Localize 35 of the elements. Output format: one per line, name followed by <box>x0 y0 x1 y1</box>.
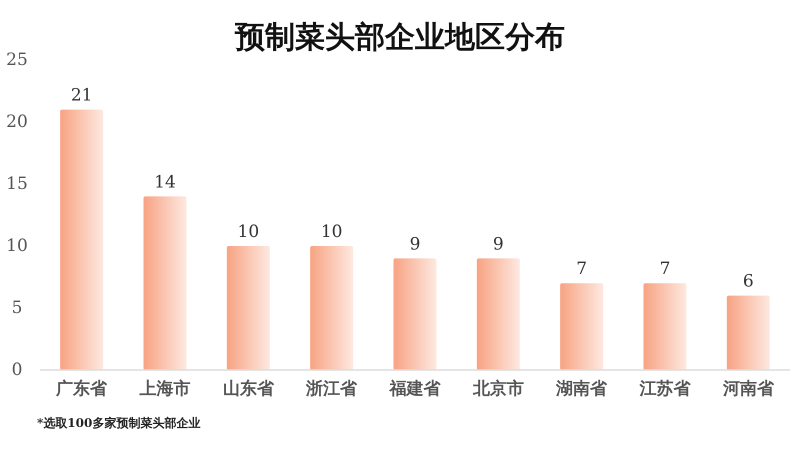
x-tick-label: 湖南省 <box>555 379 608 399</box>
bar <box>476 258 520 370</box>
bar <box>644 283 686 370</box>
x-tick-label: 江苏省 <box>638 379 692 399</box>
y-tick-label: 5 <box>12 298 22 318</box>
data-label: 7 <box>576 259 588 280</box>
data-label: 10 <box>320 222 342 242</box>
y-tick-label: 25 <box>6 50 28 70</box>
y-tick-label: 0 <box>12 360 22 380</box>
bar <box>310 246 354 370</box>
bar <box>226 246 270 370</box>
bar <box>726 296 770 370</box>
data-label: 6 <box>742 272 754 292</box>
bar <box>560 283 604 370</box>
x-tick-label: 上海市 <box>138 379 190 399</box>
x-tick-label: 山东省 <box>222 379 275 399</box>
bar <box>60 110 104 370</box>
x-tick-label: 福建省 <box>388 379 442 399</box>
data-label: 14 <box>154 172 176 192</box>
data-label: 9 <box>492 234 504 254</box>
data-label: 10 <box>238 222 260 242</box>
y-tick-label: 10 <box>6 236 28 256</box>
y-tick-label: 20 <box>6 112 28 132</box>
x-tick-label: 北京市 <box>472 379 524 399</box>
data-label: 7 <box>660 259 670 280</box>
x-tick-label: 河南省 <box>722 379 775 399</box>
data-label: 21 <box>70 86 92 106</box>
x-tick-label: 浙江省 <box>305 379 358 399</box>
bar <box>394 258 436 370</box>
text: *选取100多家预制菜头部企业 <box>37 416 200 430</box>
data-label: 9 <box>410 234 420 254</box>
chart-title: 预制菜头部企业地区分布 <box>234 20 565 55</box>
y-tick-label: 15 <box>6 174 28 194</box>
bar <box>144 196 186 370</box>
x-tick-label: 广东省 <box>55 379 108 399</box>
